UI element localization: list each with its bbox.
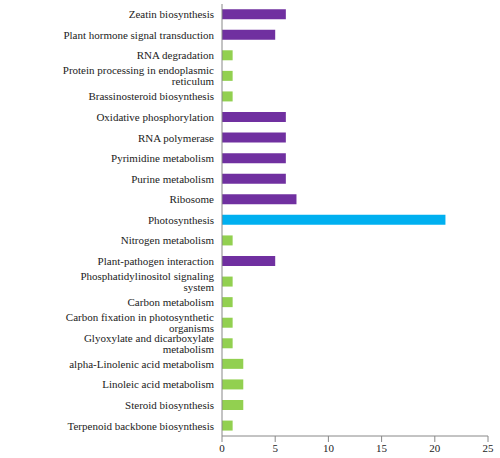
svg-text:Protein processing in endoplas: Protein processing in endoplasmicreticul… — [63, 64, 215, 87]
svg-text:Carbon metabolism: Carbon metabolism — [128, 296, 215, 308]
svg-text:Carbon fixation in photosynthe: Carbon fixation in photosyntheticorganis… — [66, 311, 214, 334]
svg-text:Plant hormone signal transduct: Plant hormone signal transduction — [63, 29, 214, 41]
svg-text:15: 15 — [376, 442, 388, 454]
svg-text:alpha-Linolenic acid metabolis: alpha-Linolenic acid metabolism — [69, 358, 214, 370]
svg-text:20: 20 — [429, 442, 441, 454]
svg-text:Phosphatidylinositol signaling: Phosphatidylinositol signalingsystem — [80, 270, 214, 293]
svg-text:Plant-pathogen interaction: Plant-pathogen interaction — [98, 255, 215, 267]
svg-text:10: 10 — [323, 442, 335, 454]
svg-text:Glyoxylate and dicarboxylateme: Glyoxylate and dicarboxylatemetabolism — [84, 332, 215, 355]
svg-text:RNA degradation: RNA degradation — [137, 49, 215, 61]
svg-text:Linoleic acid metabolism: Linoleic acid metabolism — [102, 378, 214, 390]
svg-text:Oxidative phosphorylation: Oxidative phosphorylation — [96, 111, 214, 123]
svg-text:25: 25 — [483, 442, 493, 454]
svg-text:Photosynthesis: Photosynthesis — [148, 214, 214, 226]
svg-text:Terpenoid backbone biosynthesi: Terpenoid backbone biosynthesis — [68, 420, 214, 432]
svg-text:Nitrogen metabolism: Nitrogen metabolism — [121, 234, 215, 246]
svg-text:0: 0 — [219, 442, 225, 454]
svg-text:5: 5 — [272, 442, 278, 454]
svg-text:RNA polymerase: RNA polymerase — [138, 132, 214, 144]
svg-text:Zeatin biosynthesis: Zeatin biosynthesis — [129, 8, 214, 20]
svg-text:Purine metabolism: Purine metabolism — [131, 173, 214, 185]
svg-text:Steroid biosynthesis: Steroid biosynthesis — [125, 399, 214, 411]
svg-text:Ribosome: Ribosome — [169, 193, 214, 205]
svg-text:Brassinosteroid biosynthesis: Brassinosteroid biosynthesis — [88, 90, 214, 102]
svg-text:Pyrimidine metabolism: Pyrimidine metabolism — [111, 152, 214, 164]
